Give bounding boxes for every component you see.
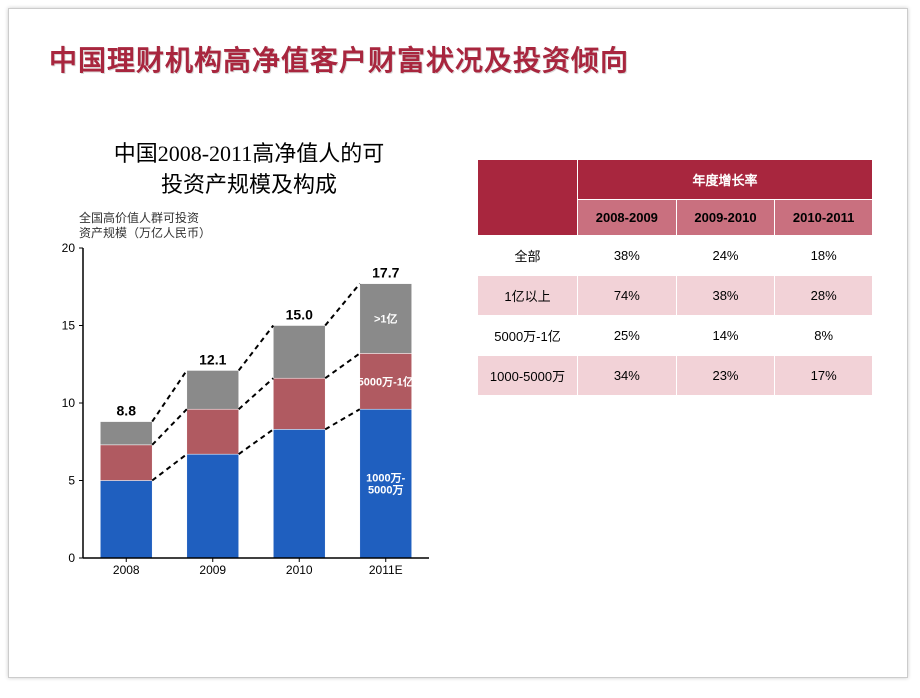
stacked-bar-chart: 0 5 10 15 20 8.8 2008 12.1 2009 15.0 2010 17.7 2011E… (49, 208, 439, 588)
table-cell: 74% (578, 276, 677, 316)
slide: 中国理财机构高净值客户财富状况及投资倾向 中国2008-2011高净值人的可 投… (8, 8, 908, 678)
series-label: 1000万- (366, 471, 405, 484)
table-cell: 8% (775, 316, 873, 356)
x-tick-label: 2009 (199, 563, 226, 577)
bar-segment (273, 429, 325, 558)
table-row: 1亿以上74%38%28% (478, 276, 873, 316)
page-title: 中国理财机构高净值客户财富状况及投资倾向 (49, 39, 629, 79)
row-label: 1000-5000万 (478, 356, 578, 396)
bar-total-label: 15.0 (286, 306, 313, 322)
table-header-blank (478, 160, 578, 236)
connector-line (325, 409, 360, 429)
chart-area: 0 5 10 15 20 8.8 2008 12.1 2009 15.0 2010 17.7 2011E… (49, 208, 439, 588)
table-cell: 18% (775, 236, 873, 276)
svg-text:5: 5 (68, 473, 75, 487)
series-label: 5000万-1亿 (358, 374, 414, 388)
chart-title-l2: 投资产规模及构成 (161, 172, 337, 197)
row-label: 全部 (478, 236, 578, 276)
table-header-row-1: 年度增长率 (478, 160, 873, 200)
connector-line (152, 370, 187, 421)
svg-text:0: 0 (68, 551, 75, 565)
table-cell: 28% (775, 276, 873, 316)
bar-total-label: 8.8 (117, 402, 137, 418)
connector-line (325, 283, 360, 325)
row-label: 5000万-1亿 (478, 316, 578, 356)
table-header-main: 年度增长率 (578, 160, 873, 200)
table-col-2: 2010-2011 (775, 200, 873, 236)
table-cell: 38% (676, 276, 775, 316)
table-cell: 38% (578, 236, 677, 276)
bar-total-label: 12.1 (199, 351, 226, 367)
svg-text:10: 10 (62, 396, 76, 410)
table-cell: 23% (676, 356, 775, 396)
chart-title: 中国2008-2011高净值人的可 投资产规模及构成 (49, 139, 449, 201)
connector-line (325, 353, 360, 378)
table-cell: 17% (775, 356, 873, 396)
x-tick-label: 2010 (286, 563, 313, 577)
bar-segment (273, 325, 325, 378)
bar-segment (187, 409, 239, 454)
connector-line (239, 429, 274, 454)
connector-line (239, 325, 274, 370)
row-label: 1亿以上 (478, 276, 578, 316)
chart-title-l1: 中国2008-2011高净值人的可 (114, 141, 385, 166)
table-cell: 25% (578, 316, 677, 356)
bar-segment (187, 454, 239, 558)
series-label: >1亿 (374, 311, 398, 325)
bar-segment (100, 480, 152, 558)
connector-line (239, 378, 274, 409)
bar-segment (100, 421, 152, 444)
chart-panel: 中国2008-2011高净值人的可 投资产规模及构成 全国高价值人群可投资资产规… (49, 139, 449, 588)
table-row: 5000万-1亿25%14%8% (478, 316, 873, 356)
connector-line (152, 454, 187, 480)
table-col-1: 2009-2010 (676, 200, 775, 236)
table-cell: 14% (676, 316, 775, 356)
table-row: 全部38%24%18% (478, 236, 873, 276)
svg-text:15: 15 (62, 318, 76, 332)
growth-table: 年度增长率 2008-2009 2009-2010 2010-2011 全部38… (477, 159, 873, 396)
connector-line (152, 409, 187, 445)
series-label: 5000万 (368, 483, 403, 496)
bar-segment (273, 378, 325, 429)
bar-total-label: 17.7 (372, 264, 399, 280)
svg-text:20: 20 (62, 241, 76, 255)
bar-segment (100, 445, 152, 481)
table-row: 1000-5000万34%23%17% (478, 356, 873, 396)
table-body: 全部38%24%18%1亿以上74%38%28%5000万-1亿25%14%8%… (478, 236, 873, 396)
x-tick-label: 2008 (113, 563, 140, 577)
table-panel: 年度增长率 2008-2009 2009-2010 2010-2011 全部38… (477, 159, 873, 396)
table-cell: 24% (676, 236, 775, 276)
x-tick-label: 2011E (369, 563, 403, 577)
table-col-0: 2008-2009 (578, 200, 677, 236)
bar-segment (187, 370, 239, 409)
table-cell: 34% (578, 356, 677, 396)
